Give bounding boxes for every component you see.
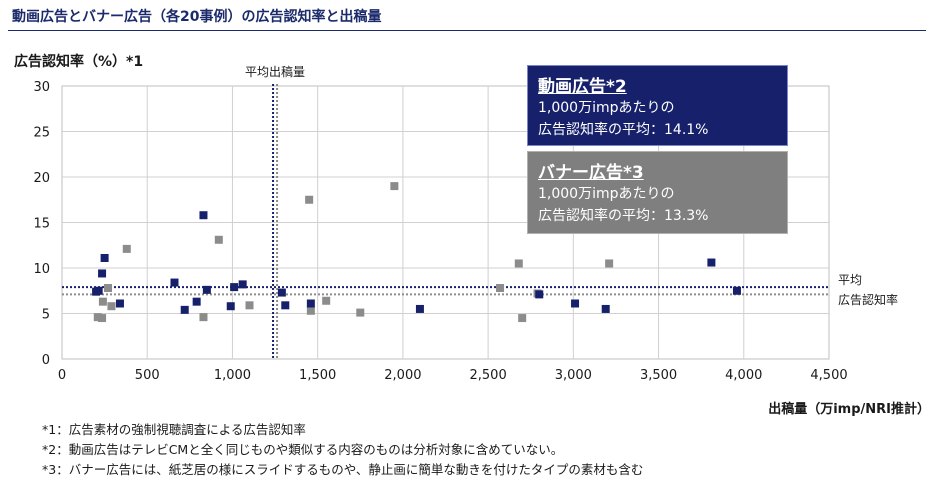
video-ad-point <box>277 288 286 297</box>
banner-box-line2: 広告認知率の平均：13.3% <box>538 208 709 224</box>
video-ad-point <box>202 285 211 294</box>
banner-box-title: バナー広告*3 <box>538 163 644 183</box>
avg-volume-label: 平均出稿量 <box>245 64 305 79</box>
banner-box-line1: 1,000万impあたりの <box>538 186 675 202</box>
video-average-box: 動画広告*2 1,000万impあたりの 広告認知率の平均：14.1% <box>527 65 788 146</box>
banner-ad-point <box>122 244 131 253</box>
video-ad-point <box>281 301 290 310</box>
avg-recognition-label: 平均 <box>838 273 862 287</box>
banner-ad-point <box>496 284 505 293</box>
x-axis-title: 出稿量（万imp/NRI推計） <box>768 402 930 417</box>
x-tick-label: 4,000 <box>725 368 762 383</box>
footnote-3: *3：バナー広告には、紙芝居の様にスライドするものや、静止画に簡単な動きを付けた… <box>42 462 644 477</box>
y-tick-label: 15 <box>33 217 50 232</box>
footnote-2: *2：動画広告はテレビCMと全く同じものや類似する内容のものは分析対象に含めてい… <box>42 442 564 457</box>
banner-ad-point <box>390 182 399 191</box>
banner-ad-point <box>245 301 254 310</box>
video-ad-point <box>94 286 103 295</box>
banner-ad-point <box>322 296 331 305</box>
footnote-1: *1：広告素材の強制視聴調査による広告認知率 <box>42 422 306 437</box>
banner-ad-point <box>214 235 223 244</box>
video-box-line2: 広告認知率の平均：14.1% <box>538 122 709 138</box>
video-ad-point <box>535 290 544 299</box>
video-ad-point <box>115 299 124 308</box>
y-tick-label: 10 <box>33 262 50 277</box>
x-tick-label: 1,000 <box>214 368 251 383</box>
banner-ad-point <box>605 259 614 268</box>
x-tick-label: 2,500 <box>470 368 507 383</box>
banner-ad-point <box>199 313 208 322</box>
avg-recognition-label: 広告認知率 <box>838 292 898 307</box>
video-ad-point <box>192 297 201 306</box>
video-ad-point <box>100 253 109 262</box>
video-ad-point <box>199 211 208 220</box>
footnotes: *1：広告素材の強制視聴調査による広告認知率 *2：動画広告はテレビCMと全く同… <box>42 420 643 480</box>
video-ad-point <box>707 258 716 267</box>
video-ad-point <box>170 278 179 287</box>
banner-ad-point <box>93 313 102 322</box>
x-tick-label: 500 <box>135 368 160 383</box>
banner-ad-point <box>98 314 107 323</box>
x-tick-label: 4,500 <box>810 368 847 383</box>
video-ad-point <box>226 302 235 311</box>
banner-ad-point <box>514 259 523 268</box>
video-ad-point <box>180 305 189 314</box>
x-tick-label: 2,000 <box>384 368 421 383</box>
x-tick-label: 3,500 <box>640 368 677 383</box>
title-divider <box>8 30 926 31</box>
video-ad-point <box>601 304 610 313</box>
y-tick-label: 20 <box>33 171 50 186</box>
banner-ad-point <box>518 314 527 323</box>
video-ad-point <box>571 299 580 308</box>
video-ad-point <box>732 286 741 295</box>
banner-ad-point <box>305 195 314 204</box>
banner-average-box: バナー広告*3 1,000万impあたりの 広告認知率の平均：13.3% <box>527 151 788 234</box>
video-ad-point <box>230 283 239 292</box>
banner-ad-point <box>356 308 365 317</box>
video-ad-point <box>415 304 424 313</box>
y-tick-label: 30 <box>33 80 50 95</box>
video-ad-point <box>306 299 315 308</box>
video-ad-point <box>98 269 107 278</box>
banner-ad-point <box>306 306 315 315</box>
x-tick-label: 0 <box>58 368 66 383</box>
video-box-title: 動画広告*2 <box>538 77 627 97</box>
video-box-line1: 1,000万impあたりの <box>538 100 675 116</box>
y-tick-label: 5 <box>42 308 50 323</box>
banner-ad-point <box>107 302 116 311</box>
x-tick-label: 1,500 <box>299 368 336 383</box>
banner-ad-point <box>98 297 107 306</box>
x-tick-label: 3,000 <box>555 368 592 383</box>
page-title: 動画広告とバナー広告（各20事例）の広告認知率と出稿量 <box>12 9 382 25</box>
y-tick-label: 0 <box>42 353 50 368</box>
video-ad-point <box>238 280 247 289</box>
y-tick-label: 25 <box>33 126 50 141</box>
banner-ad-point <box>104 284 113 293</box>
y-axis-title: 広告認知率（%）*1 <box>14 54 144 70</box>
